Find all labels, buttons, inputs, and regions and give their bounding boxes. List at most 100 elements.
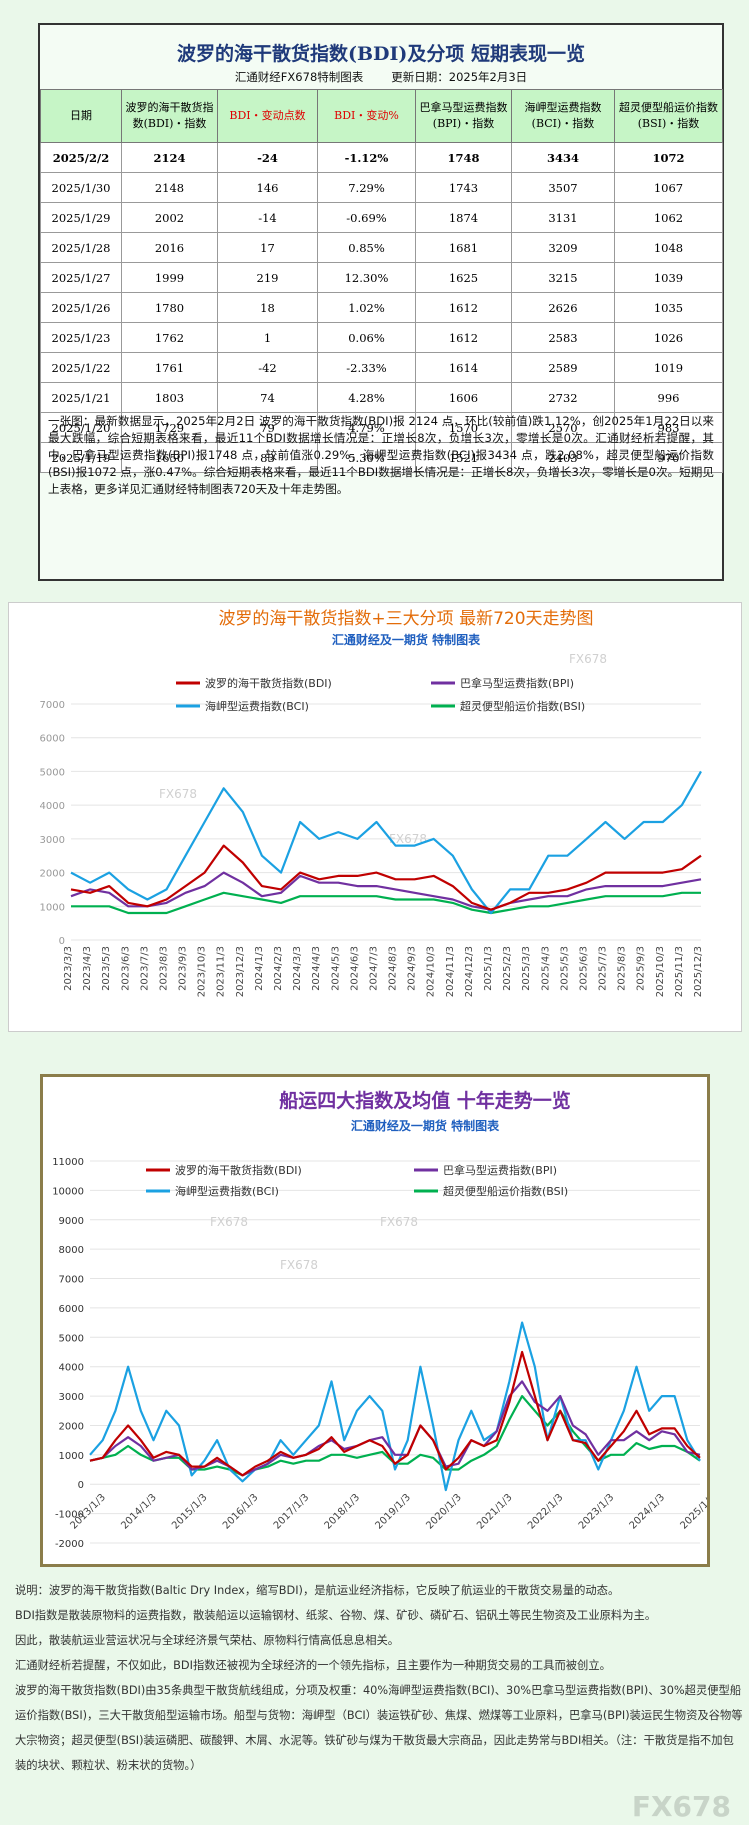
x-tick-label: 2023/9/3 <box>178 946 189 991</box>
x-tick-label: 2024/1/3 <box>628 1492 668 1532</box>
note-paragraph: BDI指数是散装原物料的运费指数，散装船运以运输钢材、纸浆、谷物、煤、矿砂、磷矿… <box>15 1609 657 1622</box>
table-cell: 0.06% <box>317 322 416 353</box>
table-row: 2025/1/20 1729 79 4.79% 1570 2570 983 <box>40 412 723 443</box>
table-cell: 1612 <box>415 322 512 353</box>
table-cell: 2002 <box>121 202 218 233</box>
legend-label: 巴拿马型运费指数(BPI) <box>443 1163 557 1177</box>
table-cell: 2025/1/26 <box>40 292 122 323</box>
table-cell: 2626 <box>511 292 615 323</box>
table-cell: 1072 <box>614 142 723 173</box>
table-cell: 3215 <box>511 262 615 293</box>
y-tick-label: 11000 <box>52 1157 84 1168</box>
table-cell: 2148 <box>121 172 218 203</box>
header-cell: 海岬型运费指数(BCI)・指数 <box>511 89 615 143</box>
table-cell: 1 <box>217 322 318 353</box>
legend-label: 波罗的海干散货指数(BDI) <box>205 676 332 690</box>
x-tick-label: 2024/3/3 <box>292 946 303 991</box>
x-tick-label: 2014/1/3 <box>119 1492 159 1532</box>
table-cell: 1999 <box>121 262 218 293</box>
table-row: 2025/1/28 2016 17 0.85% 1681 3209 1048 <box>40 232 723 263</box>
x-tick-label: 2020/1/3 <box>424 1492 464 1532</box>
chart-title: 船运四大指数及均值 十年走势一览 <box>279 1089 571 1112</box>
table-cell: 1681 <box>415 232 512 263</box>
table-cell: 1048 <box>614 232 723 263</box>
table-cell: 17 <box>217 232 318 263</box>
x-tick-label: 2025/8/3 <box>617 946 628 991</box>
table-cell: 2025/1/23 <box>40 322 122 353</box>
note-paragraph: 因此，散装航运业营运状况与全球经济景气荣枯、原物料行情高低息息相关。 <box>15 1634 400 1647</box>
update-date: 更新日期：2025年2月3日 <box>391 70 528 84</box>
table-cell: 2025/1/27 <box>40 262 122 293</box>
chart-watermark: FX678 <box>569 652 607 666</box>
x-tick-label: 2024/8/3 <box>388 946 399 991</box>
y-tick-label: 2000 <box>59 1421 84 1432</box>
table-cell: 2025/1/30 <box>40 172 122 203</box>
y-tick-label: 6000 <box>40 734 65 745</box>
x-tick-label: 2024/10/3 <box>426 946 437 997</box>
table-cell: -42 <box>217 352 318 383</box>
table-cell: -2.33% <box>317 352 416 383</box>
y-tick-label: 3000 <box>59 1392 84 1403</box>
y-tick-label: 10000 <box>52 1186 84 1197</box>
x-tick-label: 2021/1/3 <box>475 1492 515 1532</box>
x-tick-label: 2024/5/3 <box>330 946 341 991</box>
table-row: 2025/1/26 1780 18 1.02% 1612 2626 1035 <box>40 292 723 323</box>
y-tick-label: 0 <box>78 1480 84 1491</box>
summary-panel: 波罗的海干散货指数(BDI)及分项 短期表现一览 汇通财经FX678特制图表 更新… <box>38 23 724 581</box>
table-row: 2025/1/21 1803 74 4.28% 1606 2732 996 <box>40 382 723 413</box>
y-tick-label: 4000 <box>40 801 65 812</box>
y-tick-label: 7000 <box>59 1275 84 1286</box>
table-cell: 83 <box>217 442 318 473</box>
legend-label: 超灵便型船运价指数(BSI) <box>460 699 585 713</box>
x-tick-label: 2025/9/3 <box>636 946 647 991</box>
note-paragraph: 波罗的海干散货指数(BDI)由35条典型干散货航线组成，分项及权重：40%海岬型… <box>15 1684 743 1772</box>
table-subtitle: 汇通财经FX678特制图表 更新日期：2025年2月3日 <box>40 69 722 85</box>
x-tick-label: 2022/1/3 <box>526 1492 566 1532</box>
table-row: 2025/1/22 1761 -42 -2.33% 1614 2589 1019 <box>40 352 723 383</box>
watermark: FX678 <box>631 1790 731 1823</box>
y-tick-label: -2000 <box>55 1539 84 1550</box>
x-tick-label: 2016/1/3 <box>221 1492 261 1532</box>
x-tick-label: 2023/8/3 <box>158 946 169 991</box>
chart-subtitle: 汇通财经及一期货 特制图表 <box>332 632 481 647</box>
table-cell: 1026 <box>614 322 723 353</box>
table-cell: 2025/1/19 <box>40 442 122 473</box>
header-row: 日期 波罗的海干散货指数(BDI)・指数 BDI・变动点数 BDI・变动% 巴拿马型运费… <box>40 89 723 143</box>
x-tick-label: 2024/9/3 <box>407 946 418 991</box>
series-line <box>89 1321 701 1492</box>
table-cell: -0.69% <box>317 202 416 233</box>
note-paragraph: 汇通财经析若提醒，不仅如此，BDI指数还被视为全球经济的一个领先指标，且主要作为… <box>15 1659 611 1672</box>
table-cell: 1748 <box>415 142 512 173</box>
table-cell: 0.85% <box>317 232 416 263</box>
y-tick-label: 3000 <box>40 835 65 846</box>
x-tick-label: 2025/2/3 <box>502 946 513 991</box>
x-tick-label: 2024/6/3 <box>349 946 360 991</box>
table-cell: 1062 <box>614 202 723 233</box>
table-row: 2025/2/2 2124 -24 -1.12% 1748 3434 1072 <box>40 142 723 173</box>
source: 汇通财经FX678特制图表 <box>234 70 364 84</box>
chart-title: 波罗的海干散货指数+三大分项 最新720天走势图 <box>218 609 593 629</box>
notes: 说明：波罗的海干散货指数(Baltic Dry Index，缩写BDI)，是航运… <box>15 1578 743 1778</box>
header-cell: 巴拿马型运费指数(BPI)・指数 <box>415 89 512 143</box>
x-tick-label: 2025/3/3 <box>521 946 532 991</box>
table-cell: 7.29% <box>317 172 416 203</box>
table-row: 2025/1/29 2002 -14 -0.69% 1874 3131 1062 <box>40 202 723 233</box>
x-tick-label: 2023/3/3 <box>63 946 74 991</box>
table-row: 2025/1/30 2148 146 7.29% 1743 3507 1067 <box>40 172 723 203</box>
x-tick-label: 2015/1/3 <box>170 1492 210 1532</box>
y-tick-label: 1000 <box>59 1451 84 1462</box>
table-cell: 4.28% <box>317 382 416 413</box>
chart-watermark: FX678 <box>389 832 427 846</box>
x-tick-label: 2025/12/3 <box>693 946 704 997</box>
chart-watermark: FX678 <box>159 787 197 801</box>
table-cell: 12.30% <box>317 262 416 293</box>
table-cell: -14 <box>217 202 318 233</box>
table-cell: 996 <box>614 382 723 413</box>
table-cell: 1874 <box>415 202 512 233</box>
series-line <box>70 844 702 911</box>
table-cell: 219 <box>217 262 318 293</box>
table-cell: 1614 <box>415 352 512 383</box>
table-cell: 2025/2/2 <box>40 142 122 173</box>
